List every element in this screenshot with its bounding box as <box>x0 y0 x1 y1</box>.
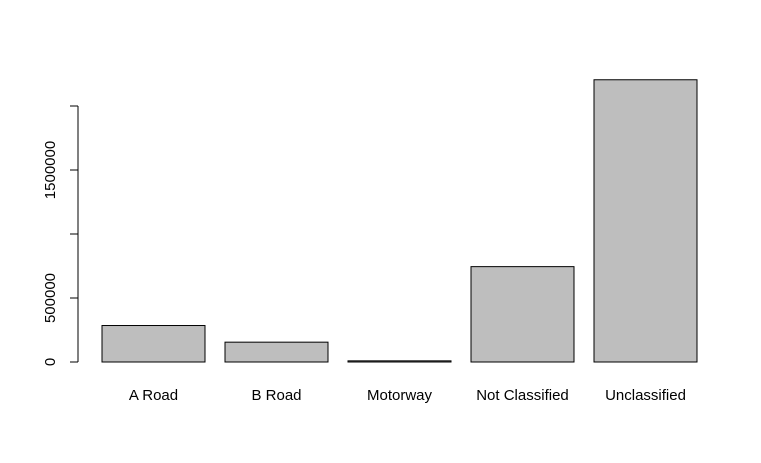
bar-a-road <box>101 325 206 363</box>
y-tick-label: 1500000 <box>42 141 59 199</box>
bar-not-classified <box>470 266 575 363</box>
bar-b-road <box>224 341 329 363</box>
x-tick-label: A Road <box>129 387 178 404</box>
y-axis: 0 500000 1500000 <box>42 105 79 366</box>
x-tick-label: Motorway <box>367 387 433 404</box>
x-tick-label: B Road <box>251 387 301 404</box>
x-tick-label: Unclassified <box>605 387 686 404</box>
bar-motorway <box>347 360 452 363</box>
y-tick-label: 0 <box>42 358 59 366</box>
x-axis-labels: A Road B Road Motorway Not Classified Unclas… <box>129 387 686 404</box>
bars <box>101 79 698 363</box>
bar-unclassified <box>593 79 698 363</box>
y-tick-label: 500000 <box>42 273 59 323</box>
x-tick-label: Not Classified <box>476 387 569 404</box>
